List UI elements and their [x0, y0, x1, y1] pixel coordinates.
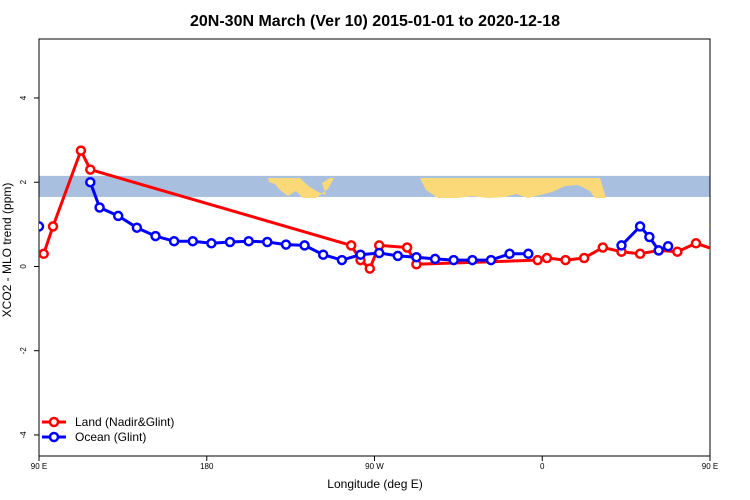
- ocean-data-point: [634, 221, 646, 232]
- ocean-data-point: [662, 240, 674, 252]
- land-data-point: [345, 240, 357, 251]
- ocean-data-point: [616, 240, 627, 251]
- ocean-data-point: [112, 210, 124, 222]
- ocean-data-point: [429, 253, 441, 265]
- land-data-point: [364, 263, 376, 274]
- ocean-data-point: [243, 235, 254, 247]
- y-axis: -4 -2 0 2 4: [19, 95, 39, 439]
- x-axis: 90 E 180 90 W 0 90 E: [31, 456, 718, 471]
- map-ocean: [39, 175, 710, 197]
- ocean-data-point: [653, 245, 664, 256]
- ocean-data-point: [504, 248, 515, 260]
- world-map-band: [39, 175, 710, 198]
- x-tick-label: 90 E: [702, 462, 718, 471]
- ocean-data-point: [336, 254, 348, 266]
- x-tick-label: 90 W: [365, 462, 384, 471]
- y-tick-label: -4: [19, 431, 28, 439]
- land-data-point: [597, 242, 609, 253]
- y-tick-label: 2: [19, 179, 28, 184]
- land-data-point: [672, 246, 683, 257]
- land-data-point: [634, 248, 646, 260]
- ocean-data-point: [411, 251, 422, 263]
- ocean-data-point: [355, 249, 366, 260]
- ocean-data-point: [373, 247, 385, 259]
- ocean-data-point: [448, 254, 459, 266]
- ocean-data-point: [94, 202, 105, 213]
- x-tick-label: 0: [540, 462, 545, 471]
- ocean-data-point: [392, 250, 404, 262]
- land-data-point: [690, 238, 702, 249]
- ocean-data-point: [150, 230, 161, 242]
- ocean-data-point: [39, 221, 45, 232]
- ocean-data-point: [187, 235, 199, 247]
- y-tick-label: -2: [19, 347, 28, 355]
- legend-land-marker: [48, 416, 60, 428]
- land-data-point: [560, 254, 571, 266]
- ocean-data-point: [709, 224, 710, 229]
- ocean-data-point: [85, 176, 96, 188]
- ocean-data-point: [224, 236, 236, 248]
- x-axis-label: Longitude (deg E): [327, 477, 422, 491]
- map-land: [268, 178, 606, 198]
- land-data-point: [729, 250, 737, 258]
- y-axis-label: XCO2 - MLO trend (ppm): [0, 183, 14, 318]
- ocean-data-point: [131, 222, 143, 233]
- map-land-mass-americas: [268, 178, 334, 198]
- ocean-data-point: [644, 231, 655, 243]
- y-tick-label: 0: [19, 264, 28, 269]
- ocean-data-point: [485, 254, 497, 266]
- land-data-point: [709, 247, 710, 252]
- legend: Land (Nadir&Glint) Ocean (Glint): [42, 415, 174, 444]
- ocean-data-point: [299, 240, 310, 251]
- map-land-mass-africa-asia: [420, 178, 606, 198]
- land-data-point: [541, 252, 553, 264]
- ocean-data-point: [262, 236, 273, 248]
- ocean-data-point: [206, 238, 217, 249]
- ocean-data-point: [317, 249, 329, 260]
- ocean-data-point: [523, 248, 534, 260]
- land-data-point: [578, 252, 590, 264]
- chart-title: 20N-30N March (Ver 10) 2015-01-01 to 202…: [190, 13, 560, 30]
- land-data-point: [532, 254, 543, 266]
- land-data-point: [47, 221, 59, 232]
- ocean-data-point: [467, 254, 478, 266]
- land-data-point: [85, 164, 96, 175]
- legend-ocean-label: Ocean (Glint): [75, 430, 146, 444]
- y-tick-label: 4: [19, 95, 28, 100]
- ocean-data-point: [168, 235, 180, 247]
- x-tick-label: 90 E: [31, 462, 47, 471]
- x-tick-label: 180: [200, 462, 214, 471]
- land-data-point: [401, 242, 413, 253]
- land-data-point: [75, 145, 87, 156]
- legend-land-label: Land (Nadir&Glint): [75, 415, 174, 429]
- series-layer: [39, 145, 737, 274]
- legend-ocean-marker: [48, 431, 60, 443]
- land-data-point: [39, 248, 49, 260]
- ocean-data-point: [280, 239, 292, 250]
